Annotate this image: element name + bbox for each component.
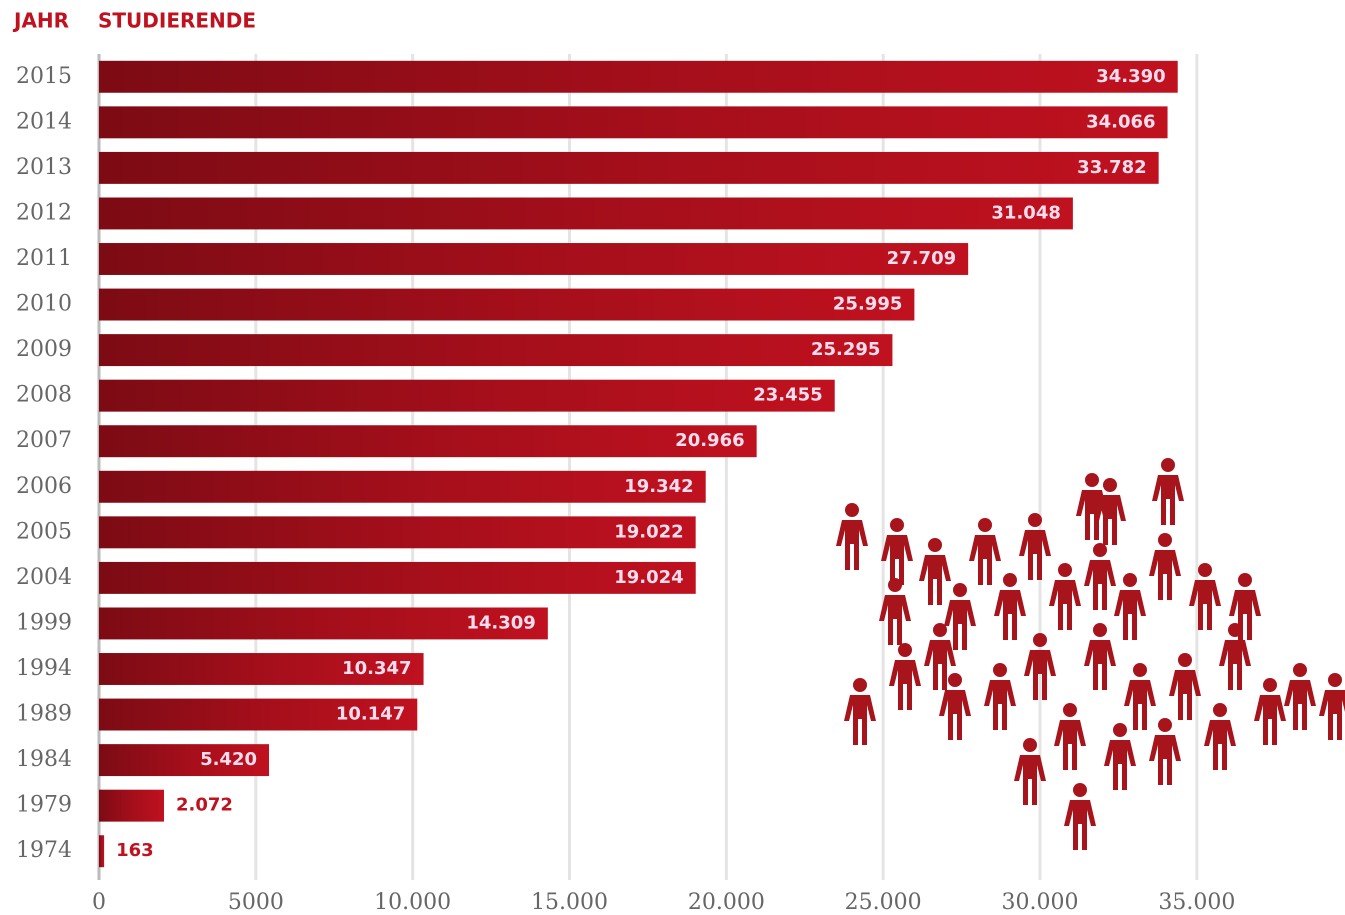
bar-shade [99, 151, 1159, 184]
y-tick-label: 2008 [16, 383, 72, 408]
value-label: 25.995 [833, 294, 902, 315]
bar-shade [99, 60, 1178, 93]
bar-shade [99, 379, 835, 412]
bar-shade [99, 288, 915, 321]
bar-shade [99, 561, 696, 594]
x-tick-label: 5000 [228, 890, 284, 915]
value-label: 10.147 [336, 704, 405, 725]
y-axis-title: JAHR [12, 9, 69, 33]
value-label: 27.709 [887, 248, 956, 269]
x-axis-title: STUDIERENDE [98, 9, 256, 33]
value-label: 20.966 [675, 430, 744, 451]
value-label: 19.024 [614, 567, 683, 588]
y-tick-label: 1974 [16, 838, 72, 863]
bar-shade [99, 607, 548, 640]
value-label: 19.342 [624, 476, 693, 497]
value-label: 2.072 [176, 795, 233, 816]
value-label: 33.782 [1077, 157, 1146, 178]
y-tick-label: 1994 [16, 656, 72, 681]
x-tick-label: 10.000 [374, 890, 451, 915]
x-tick-label: 25.000 [845, 890, 922, 915]
y-tick-label: 1999 [16, 610, 72, 635]
value-label: 19.022 [614, 521, 683, 542]
bar-shade [99, 744, 270, 777]
y-tick-label: 2013 [16, 155, 72, 180]
y-tick-label: 2009 [16, 337, 72, 362]
bar-shade [99, 516, 696, 549]
x-tick-label: 15.000 [531, 890, 608, 915]
y-tick-label: 2004 [16, 565, 72, 590]
value-label: 14.309 [466, 612, 535, 633]
bar-shade [99, 653, 424, 685]
bar-shade [99, 789, 164, 822]
y-tick-label: 2015 [16, 64, 72, 89]
y-tick-label: 2006 [16, 474, 72, 499]
x-tick-label: 30.000 [1002, 890, 1079, 915]
value-label: 5.420 [200, 749, 257, 770]
bar-shade [99, 835, 105, 868]
value-label: 25.295 [811, 339, 880, 360]
bar-shade [99, 470, 706, 503]
x-tick-label: 0 [92, 890, 106, 915]
x-tick-label: 35.000 [1158, 890, 1235, 915]
y-tick-label: 2005 [16, 519, 72, 544]
bar-shade [99, 243, 969, 275]
people-illustration [836, 458, 1345, 850]
y-tick-label: 2014 [16, 109, 72, 134]
value-label: 31.048 [991, 202, 1060, 223]
x-tick-label: 20.000 [688, 890, 765, 915]
y-tick-label: 2007 [16, 428, 72, 453]
bar-shade [99, 425, 757, 458]
value-label: 34.066 [1086, 111, 1155, 132]
bar-shade [99, 334, 893, 367]
bar-shade [99, 698, 418, 731]
bar-shade [99, 197, 1073, 230]
bar-shade [99, 106, 1168, 139]
y-tick-label: 2011 [16, 246, 72, 271]
value-label: 10.347 [342, 658, 411, 679]
value-label: 163 [116, 840, 154, 861]
value-label: 34.390 [1096, 66, 1165, 87]
y-tick-label: 1989 [16, 702, 72, 727]
y-tick-label: 2012 [16, 200, 72, 225]
y-tick-label: 2010 [16, 292, 72, 317]
value-label: 23.455 [753, 385, 822, 406]
y-tick-label: 1979 [16, 793, 72, 818]
y-tick-label: 1984 [16, 747, 72, 772]
